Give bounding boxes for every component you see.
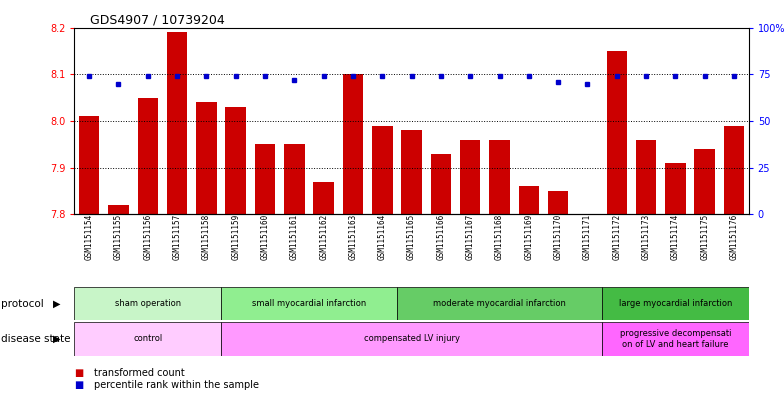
Text: transformed count: transformed count xyxy=(94,368,185,378)
Text: percentile rank within the sample: percentile rank within the sample xyxy=(94,380,259,390)
Bar xyxy=(372,125,393,214)
Bar xyxy=(255,144,275,214)
Bar xyxy=(343,74,363,214)
Text: GSM1151173: GSM1151173 xyxy=(641,214,651,261)
Text: GSM1151163: GSM1151163 xyxy=(348,214,358,261)
Bar xyxy=(724,125,744,214)
FancyBboxPatch shape xyxy=(74,287,221,320)
Text: GSM1151168: GSM1151168 xyxy=(495,214,504,261)
Text: GSM1151156: GSM1151156 xyxy=(143,214,152,261)
Text: GSM1151167: GSM1151167 xyxy=(466,214,475,261)
Text: GSM1151157: GSM1151157 xyxy=(172,214,182,261)
Bar xyxy=(196,102,216,214)
Text: GSM1151176: GSM1151176 xyxy=(730,214,739,261)
Bar xyxy=(548,191,568,214)
Text: GSM1151165: GSM1151165 xyxy=(407,214,416,261)
Text: GDS4907 / 10739204: GDS4907 / 10739204 xyxy=(90,14,225,27)
Bar xyxy=(665,163,686,214)
FancyBboxPatch shape xyxy=(221,322,602,356)
Text: GSM1151160: GSM1151160 xyxy=(260,214,270,261)
Text: ■: ■ xyxy=(74,368,84,378)
Bar xyxy=(226,107,246,214)
Text: progressive decompensati
on of LV and heart failure: progressive decompensati on of LV and he… xyxy=(619,329,731,349)
Text: protocol: protocol xyxy=(1,299,44,309)
Text: sham operation: sham operation xyxy=(114,299,181,308)
Text: small myocardial infarction: small myocardial infarction xyxy=(252,299,366,308)
Bar xyxy=(108,205,129,214)
Text: GSM1151158: GSM1151158 xyxy=(202,214,211,261)
Bar xyxy=(137,97,158,214)
Bar xyxy=(79,116,100,214)
Bar xyxy=(460,140,481,214)
Bar xyxy=(401,130,422,214)
Text: disease state: disease state xyxy=(1,334,71,344)
Text: GSM1151175: GSM1151175 xyxy=(700,214,710,261)
Bar xyxy=(518,186,539,214)
Text: moderate myocardial infarction: moderate myocardial infarction xyxy=(433,299,566,308)
Text: compensated LV injury: compensated LV injury xyxy=(364,334,459,343)
Text: GSM1151162: GSM1151162 xyxy=(319,214,328,261)
Text: GSM1151164: GSM1151164 xyxy=(378,214,387,261)
Text: ▶: ▶ xyxy=(53,334,61,344)
Bar xyxy=(430,154,451,214)
FancyBboxPatch shape xyxy=(221,287,397,320)
Bar xyxy=(636,140,656,214)
Bar xyxy=(607,51,627,214)
Text: GSM1151159: GSM1151159 xyxy=(231,214,240,261)
Bar xyxy=(284,144,305,214)
Text: GSM1151169: GSM1151169 xyxy=(524,214,533,261)
FancyBboxPatch shape xyxy=(397,287,602,320)
Text: ▶: ▶ xyxy=(53,299,61,309)
Text: GSM1151174: GSM1151174 xyxy=(671,214,680,261)
Bar xyxy=(314,182,334,214)
FancyBboxPatch shape xyxy=(74,322,221,356)
Text: GSM1151170: GSM1151170 xyxy=(554,214,563,261)
Bar xyxy=(695,149,715,214)
Text: ■: ■ xyxy=(74,380,84,390)
Text: control: control xyxy=(133,334,162,343)
Text: large myocardial infarction: large myocardial infarction xyxy=(619,299,732,308)
FancyBboxPatch shape xyxy=(602,322,749,356)
Text: GSM1151172: GSM1151172 xyxy=(612,214,621,261)
Text: GSM1151155: GSM1151155 xyxy=(114,214,123,261)
Bar xyxy=(167,32,187,214)
Text: GSM1151154: GSM1151154 xyxy=(85,214,93,261)
Text: GSM1151171: GSM1151171 xyxy=(583,214,592,261)
Text: GSM1151166: GSM1151166 xyxy=(437,214,445,261)
Bar xyxy=(489,140,510,214)
Text: GSM1151161: GSM1151161 xyxy=(290,214,299,261)
FancyBboxPatch shape xyxy=(602,287,749,320)
